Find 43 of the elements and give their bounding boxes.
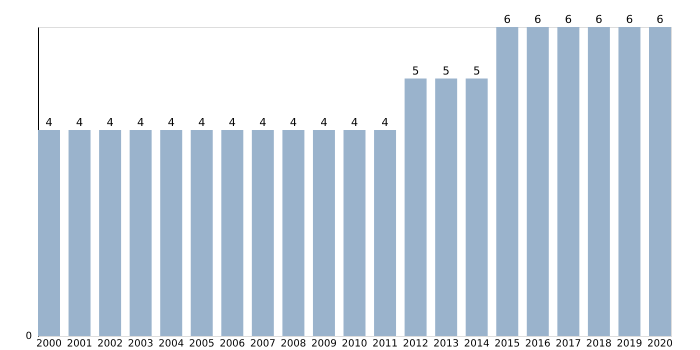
data-label: 4 (290, 116, 297, 129)
x-tick-label: 2011 (372, 338, 398, 350)
x-tick-label: 2013 (433, 338, 459, 350)
data-label: 4 (228, 116, 236, 129)
x-tick-label: 2005 (189, 338, 214, 350)
x-tick-label: 2002 (97, 338, 123, 350)
x-tick-label: 2006 (220, 338, 246, 350)
x-tick-label: 2003 (128, 338, 154, 350)
data-label: 4 (168, 116, 175, 129)
data-label: 4 (320, 116, 328, 129)
x-tick-label: 2008 (280, 338, 306, 350)
x-tick-label: 2012 (402, 338, 428, 350)
x-tick-label: 2018 (586, 338, 612, 350)
x-tick-label: 2010 (342, 338, 368, 350)
data-label: 4 (382, 116, 389, 129)
data-label: 6 (595, 13, 602, 26)
x-tick-label: 2020 (647, 338, 673, 350)
x-tick-label: 2000 (36, 338, 62, 350)
data-label: 5 (442, 64, 450, 78)
data-label: 6 (564, 13, 572, 26)
data-label: 5 (412, 64, 420, 78)
data-label: 4 (259, 116, 266, 129)
data-label: 5 (473, 64, 480, 78)
x-tick-label: 2004 (158, 338, 184, 350)
x-tick-label: 2014 (464, 338, 490, 350)
text: 0 (26, 331, 32, 342)
x-tick-label: 2015 (494, 338, 520, 350)
data-label: 4 (198, 116, 206, 129)
data-label: 6 (534, 13, 542, 26)
data-label: 6 (626, 13, 633, 26)
data-label: 6 (504, 13, 511, 26)
data-label: 4 (351, 116, 358, 129)
x-tick-label: 2019 (616, 338, 642, 350)
x-tick-label: 2007 (250, 338, 276, 350)
data-label: 4 (137, 116, 144, 129)
data-label: 4 (106, 116, 114, 129)
data-label: 4 (76, 116, 84, 129)
x-tick-label: 2001 (66, 338, 92, 350)
data-label: 6 (656, 13, 664, 26)
x-tick-label: 2016 (525, 338, 551, 350)
data-label: 4 (46, 116, 52, 129)
x-tick-label: 2009 (311, 338, 337, 350)
x-tick-label: 2017 (556, 338, 582, 350)
